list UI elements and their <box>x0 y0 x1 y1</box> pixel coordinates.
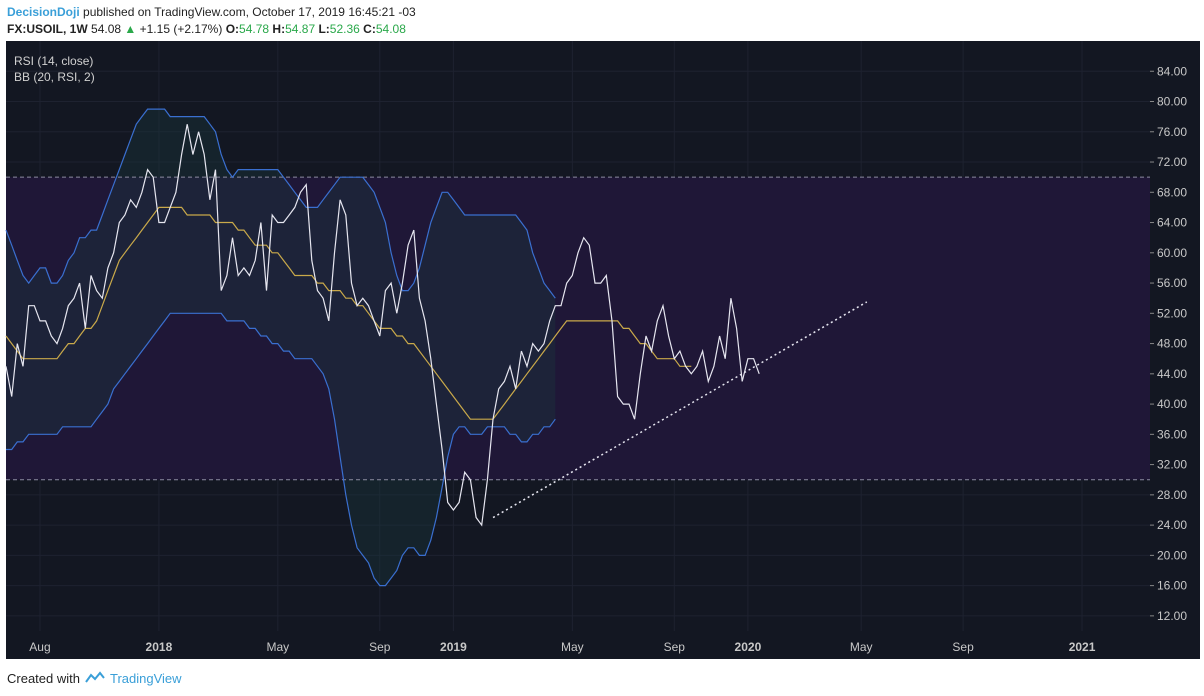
last-price: 54.08 <box>91 22 122 36</box>
close-label: C: <box>363 22 376 36</box>
y-tick-label: 56.00 <box>1157 276 1187 290</box>
y-tick-label: 16.00 <box>1157 579 1187 593</box>
x-tick-label: May <box>561 640 584 654</box>
y-tick-label: 48.00 <box>1157 337 1187 351</box>
x-axis: Aug 2018 May Sep 2019 May Sep 2020 May Sep 2021 <box>29 640 1095 654</box>
y-tick-label: 44.00 <box>1157 367 1187 381</box>
bb-basis-line <box>5 206 692 420</box>
x-tick-label: 2018 <box>146 640 173 654</box>
high-value: 54.87 <box>285 22 316 36</box>
x-tick-label: May <box>850 640 873 654</box>
y-axis: 12.00 16.00 20.00 24.00 28.00 32.00 36.00 40.00… <box>1150 64 1187 623</box>
close-value: 54.08 <box>375 22 406 36</box>
y-tick-label: 20.00 <box>1157 548 1187 562</box>
x-tick-label: Sep <box>952 640 974 654</box>
publish-info: DecisionDoji published on TradingView.co… <box>7 5 416 19</box>
indicator-label-rsi: RSI (14, close) <box>14 54 93 68</box>
x-axis-background <box>6 631 1200 659</box>
rsi-band-30-70 <box>6 177 1150 480</box>
y-tick-label: 28.00 <box>1157 488 1187 502</box>
y-tick-label: 36.00 <box>1157 427 1187 441</box>
y-tick-label: 80.00 <box>1157 95 1187 109</box>
open-label: O: <box>225 22 240 36</box>
low-label: L: <box>318 22 330 36</box>
open-value: 54.78 <box>239 22 270 36</box>
created-with-text: Created with <box>7 671 80 686</box>
x-tick-label: Aug <box>29 640 50 654</box>
x-tick-label: Sep <box>369 640 391 654</box>
published-text: published on TradingView.com, October 17… <box>83 5 416 19</box>
y-tick-label: 76.00 <box>1157 125 1187 139</box>
author-link[interactable]: DecisionDoji <box>7 5 80 19</box>
y-tick-label: 40.00 <box>1157 397 1187 411</box>
low-value: 52.36 <box>329 22 360 36</box>
tradingview-cloud-icon <box>84 670 106 687</box>
high-label: H: <box>272 22 286 36</box>
indicator-label-bb: BB (20, RSI, 2) <box>14 70 95 84</box>
y-tick-label: 60.00 <box>1157 246 1187 260</box>
symbol-ohlc-bar: FX:USOIL, 1W 54.08 ▲ +1.15 (+2.17%) O:54… <box>7 22 406 36</box>
x-tick-label: 2020 <box>735 640 762 654</box>
y-tick-label: 52.00 <box>1157 306 1187 320</box>
bb-upper-line <box>5 108 556 299</box>
y-tick-label: 84.00 <box>1157 64 1187 78</box>
footer: Created with TradingView <box>7 670 182 687</box>
y-tick-label: 68.00 <box>1157 185 1187 199</box>
y-axis-background <box>1150 41 1200 631</box>
y-tick-label: 12.00 <box>1157 609 1187 623</box>
y-tick-label: 64.00 <box>1157 216 1187 230</box>
up-arrow-icon: ▲ <box>124 22 137 36</box>
tradingview-link[interactable]: TradingView <box>109 671 182 686</box>
symbol-label: FX:USOIL, 1W <box>7 22 88 36</box>
x-tick-label: 2019 <box>440 640 467 654</box>
y-tick-label: 32.00 <box>1157 458 1187 472</box>
x-tick-label: 2021 <box>1069 640 1096 654</box>
y-tick-label: 72.00 <box>1157 155 1187 169</box>
price-change: +1.15 (+2.17%) <box>139 22 223 36</box>
rsi-line <box>5 124 760 527</box>
bb-lower-line <box>6 312 556 587</box>
x-tick-label: May <box>267 640 290 654</box>
trendline[interactable] <box>492 301 868 519</box>
y-tick-label: 24.00 <box>1157 518 1187 532</box>
x-tick-label: Sep <box>664 640 686 654</box>
